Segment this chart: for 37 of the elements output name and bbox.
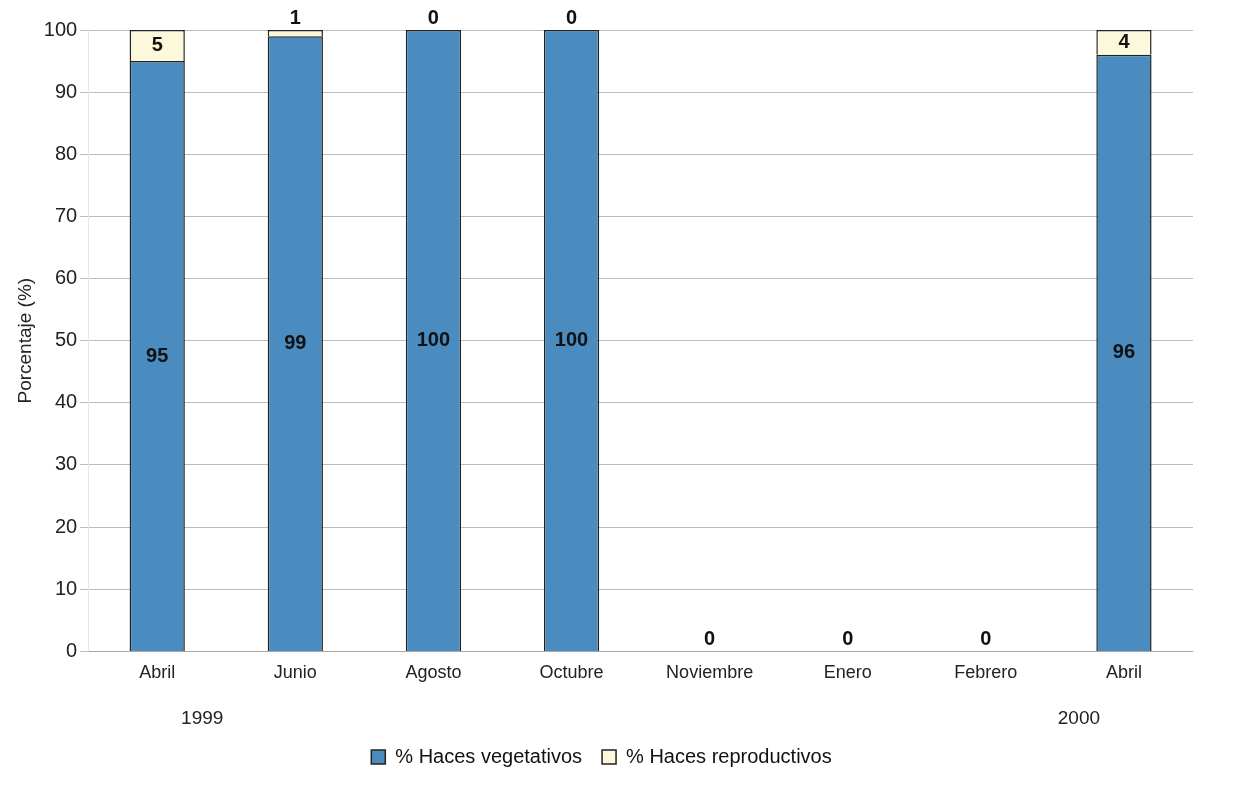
y-tick-label: 70 (54, 203, 78, 226)
data-label: 95 (146, 343, 169, 366)
text: 2000 (1057, 707, 1101, 729)
y-tick-label: 30 (54, 452, 78, 475)
y-tick-label: 10 (54, 576, 78, 599)
x-tick-label: Enero (823, 662, 872, 683)
text: 1999 (181, 707, 224, 729)
data-label: 0 (427, 5, 439, 28)
y-tick-label: 0 (66, 638, 78, 661)
x-tick-label: Octubre (539, 662, 604, 683)
x-tick-label: Febrero (954, 662, 1018, 683)
y-tick-label: 60 (54, 266, 78, 289)
data-label: 99 (284, 331, 307, 354)
data-label: 0 (565, 5, 578, 28)
data-label: 4 (1118, 29, 1131, 52)
x-tick-label: Noviembre (666, 662, 754, 683)
data-label: 0 (842, 626, 854, 649)
y-tick-label: 90 (54, 79, 78, 102)
x-tick-label: Abril (1105, 662, 1142, 683)
data-label: 96 (1112, 340, 1136, 363)
x-tick-label: Agosto (405, 662, 462, 683)
legend-label: % Haces vegetativos (395, 744, 583, 767)
data-label: 5 (151, 33, 163, 56)
legend-label: % Haces reproductivos (626, 744, 832, 767)
data-label: 0 (980, 626, 992, 649)
y-axis-title: Porcentaje (%) (13, 277, 35, 404)
data-label: 0 (704, 626, 716, 649)
y-tick-label: 50 (54, 328, 78, 351)
y-tick-label: 40 (54, 390, 78, 413)
data-label: 100 (554, 327, 589, 350)
data-label: 100 (416, 327, 451, 350)
y-tick-label: 80 (54, 141, 78, 164)
x-tick-label: Junio (273, 662, 317, 683)
data-label: 1 (289, 5, 301, 28)
y-tick-label: 100 (43, 17, 78, 40)
x-tick-label: Abril (139, 662, 176, 683)
y-tick-label: 20 (54, 514, 78, 537)
